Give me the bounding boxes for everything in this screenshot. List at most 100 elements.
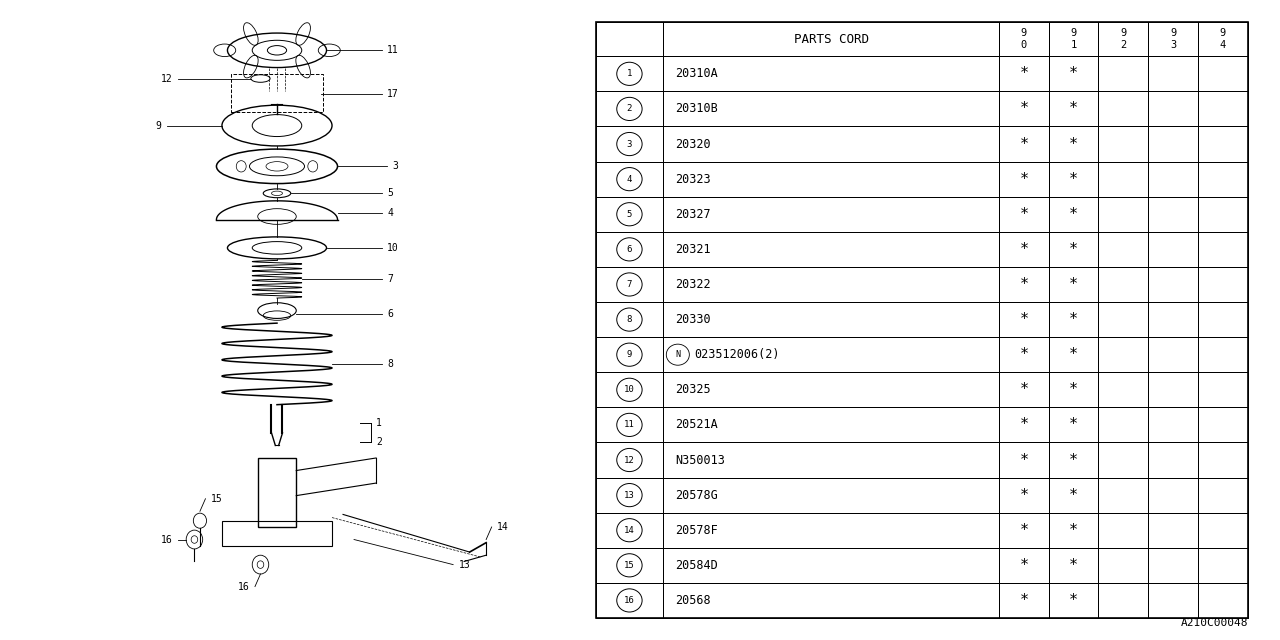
Bar: [596, 92, 663, 127]
Bar: [596, 302, 663, 337]
Text: *: *: [1069, 347, 1078, 362]
Text: 20310A: 20310A: [675, 67, 718, 81]
Text: 20310B: 20310B: [675, 102, 718, 115]
Bar: [1198, 583, 1248, 618]
Bar: [1198, 56, 1248, 92]
Bar: [1148, 302, 1198, 337]
Text: *: *: [1019, 558, 1028, 573]
Text: 13: 13: [625, 491, 635, 500]
Bar: [1198, 442, 1248, 477]
Text: 9: 9: [627, 350, 632, 359]
Text: *: *: [1019, 242, 1028, 257]
Text: 20568: 20568: [675, 594, 710, 607]
Bar: [1048, 548, 1098, 583]
Text: PARTS CORD: PARTS CORD: [794, 33, 869, 45]
Text: 023512006(2): 023512006(2): [695, 348, 781, 361]
Text: *: *: [1019, 452, 1028, 467]
Bar: [1048, 56, 1098, 92]
Bar: [1098, 513, 1148, 548]
Bar: [663, 372, 998, 407]
Bar: [596, 442, 663, 477]
Bar: [663, 302, 998, 337]
Text: 13: 13: [458, 559, 470, 570]
Bar: [1098, 92, 1148, 127]
Bar: [596, 127, 663, 161]
Text: 10: 10: [387, 243, 399, 253]
Text: 16: 16: [625, 596, 635, 605]
Text: 3: 3: [627, 140, 632, 148]
Bar: [1048, 232, 1098, 267]
Bar: [663, 22, 998, 56]
Bar: [1148, 196, 1198, 232]
Bar: [663, 92, 998, 127]
Text: *: *: [1069, 101, 1078, 116]
Bar: [1048, 302, 1098, 337]
Text: 20322: 20322: [675, 278, 710, 291]
Bar: [998, 583, 1048, 618]
Bar: [596, 583, 663, 618]
Text: *: *: [1019, 277, 1028, 292]
Bar: [663, 583, 998, 618]
Bar: [1198, 477, 1248, 513]
Text: *: *: [1069, 207, 1078, 221]
Bar: [663, 127, 998, 161]
Text: 7: 7: [387, 274, 393, 284]
Bar: [1148, 22, 1198, 56]
Text: 20584D: 20584D: [675, 559, 718, 572]
Bar: [1198, 22, 1248, 56]
Bar: [1098, 232, 1148, 267]
Bar: [1148, 56, 1198, 92]
Bar: [1048, 196, 1098, 232]
Bar: [1148, 513, 1198, 548]
Text: *: *: [1069, 452, 1078, 467]
Bar: [1148, 442, 1198, 477]
Text: 15: 15: [625, 561, 635, 570]
Text: 12: 12: [161, 74, 173, 84]
Text: *: *: [1019, 101, 1028, 116]
Bar: [1048, 372, 1098, 407]
Text: N: N: [676, 350, 681, 359]
Text: 9
1: 9 1: [1070, 28, 1076, 50]
Text: A210C00048: A210C00048: [1180, 618, 1248, 628]
Text: 9
4: 9 4: [1220, 28, 1226, 50]
Text: 2: 2: [376, 437, 381, 447]
Text: 20320: 20320: [675, 138, 710, 150]
Text: 20323: 20323: [675, 173, 710, 186]
Bar: [596, 22, 663, 56]
Text: 9
0: 9 0: [1020, 28, 1027, 50]
Bar: [663, 56, 998, 92]
Text: *: *: [1069, 242, 1078, 257]
Text: *: *: [1019, 67, 1028, 81]
Bar: [663, 161, 998, 196]
Bar: [663, 442, 998, 477]
Text: 20521A: 20521A: [675, 419, 718, 431]
Bar: [1098, 127, 1148, 161]
Bar: [1098, 196, 1148, 232]
Bar: [998, 267, 1048, 302]
Bar: [998, 442, 1048, 477]
Bar: [998, 477, 1048, 513]
Bar: [1148, 477, 1198, 513]
Bar: [998, 548, 1048, 583]
Bar: [663, 196, 998, 232]
Text: 8: 8: [387, 359, 393, 369]
Bar: [1148, 92, 1198, 127]
Text: 8: 8: [627, 315, 632, 324]
Bar: [1198, 337, 1248, 372]
Bar: [1198, 407, 1248, 442]
Text: 1: 1: [376, 419, 381, 429]
Text: 15: 15: [211, 493, 223, 504]
Text: 6: 6: [627, 245, 632, 254]
Bar: [998, 127, 1048, 161]
Text: *: *: [1019, 382, 1028, 397]
Text: *: *: [1069, 136, 1078, 152]
Bar: [1048, 442, 1098, 477]
Bar: [1148, 548, 1198, 583]
Text: *: *: [1069, 593, 1078, 608]
Text: 7: 7: [627, 280, 632, 289]
Bar: [998, 302, 1048, 337]
Text: *: *: [1069, 558, 1078, 573]
Text: *: *: [1069, 277, 1078, 292]
Text: 16: 16: [161, 534, 173, 545]
Bar: [1098, 442, 1148, 477]
